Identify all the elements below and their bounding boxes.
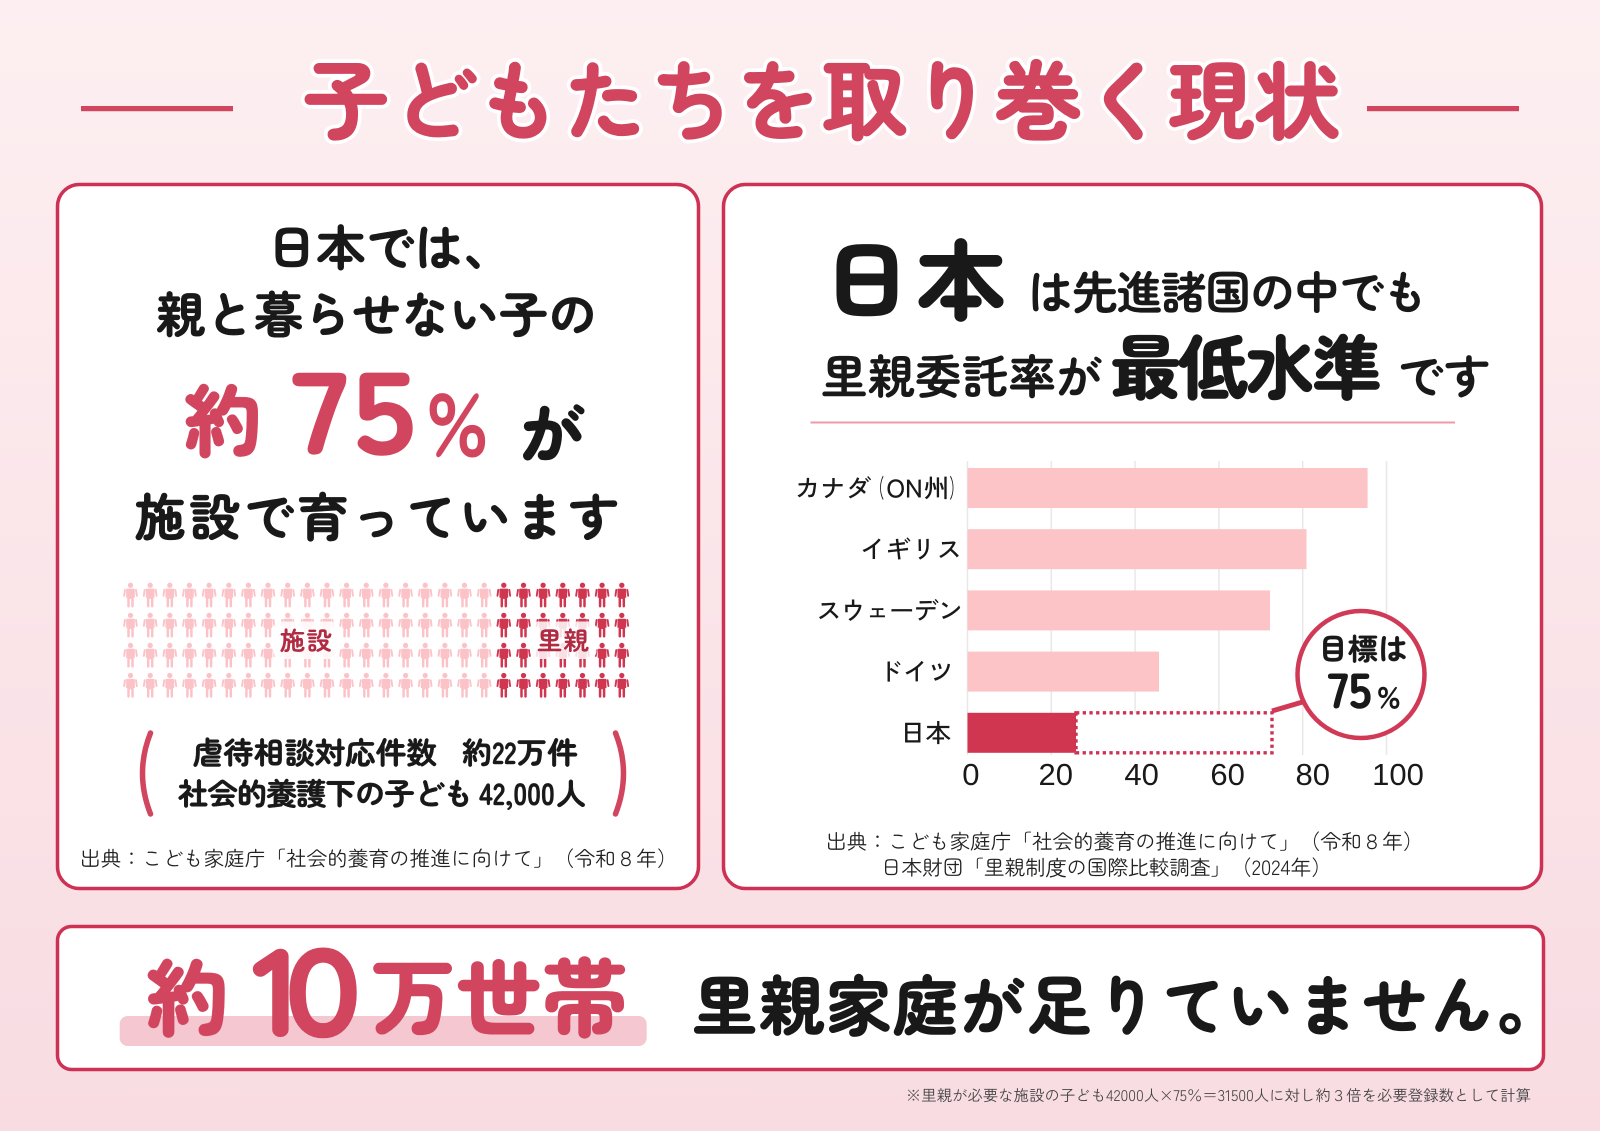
svg-text:60: 60 xyxy=(1210,757,1244,792)
svg-text:0: 0 xyxy=(962,757,979,792)
svg-text:80: 80 xyxy=(1296,757,1330,792)
svg-text:40: 40 xyxy=(1124,757,1158,792)
svg-text:20: 20 xyxy=(1039,757,1073,792)
svg-text:100: 100 xyxy=(1372,757,1424,792)
